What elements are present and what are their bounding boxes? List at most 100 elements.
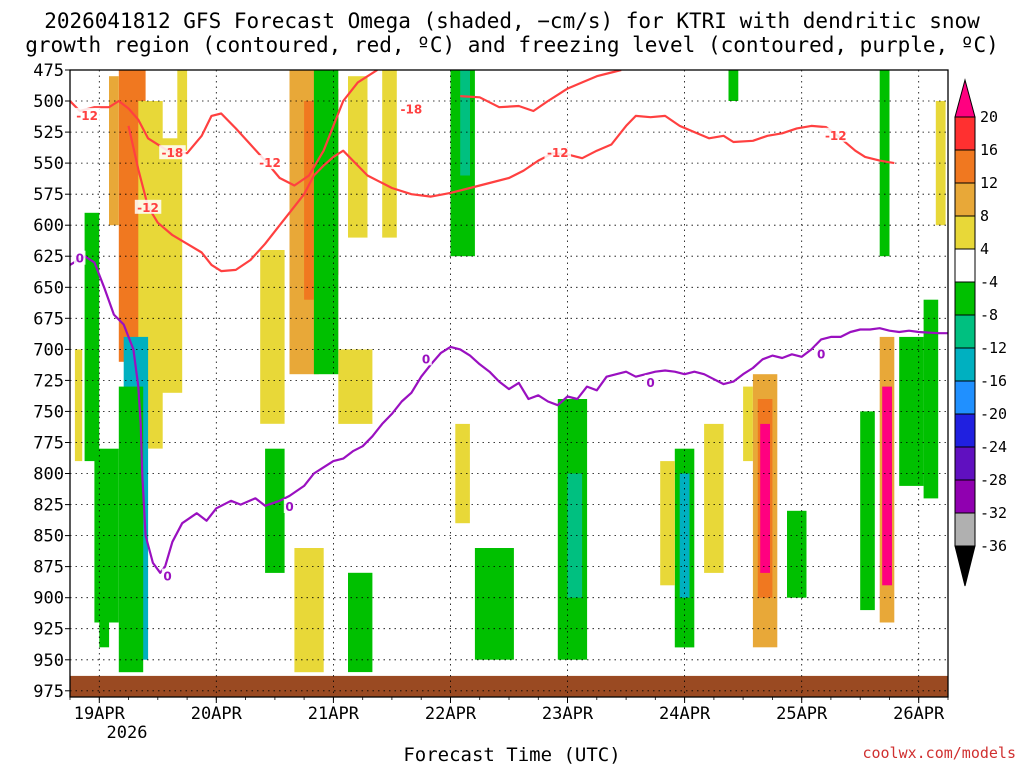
- colorbar-bottom-arrow: [954, 545, 976, 587]
- contour-label-text: -18: [401, 103, 423, 117]
- colorbar-tick-4: 4: [980, 240, 989, 258]
- y-axis: 475 500 525 550 575 600 625 650 675 700 725 750 775 8…: [33, 61, 70, 702]
- colorbar-tick-13: -36: [980, 537, 1007, 555]
- colorbar-band-2: [954, 149, 976, 184]
- contour-label-text: 0: [646, 376, 654, 390]
- colorbar-tick-8: -16: [980, 372, 1007, 390]
- contour-label-bg: [283, 499, 296, 513]
- colorbar-band-8: [954, 347, 976, 382]
- y-tick-label-650: 650: [33, 278, 64, 298]
- ground-surface: [70, 675, 948, 697]
- omega-cell-18: [260, 250, 285, 424]
- y-tick-label-925: 925: [33, 620, 64, 640]
- x-tick-label-22APR: 22APR: [425, 704, 477, 724]
- y-tick-label-725: 725: [33, 371, 64, 391]
- omega-shading-layer: [74, 70, 946, 673]
- x-tick-label-21APR: 21APR: [308, 704, 360, 724]
- x-tick-label-19APR: 19APR: [74, 704, 126, 724]
- contour-layer: [70, 70, 948, 574]
- y-tick-label-875: 875: [33, 558, 64, 578]
- omega-cell-24: [382, 70, 397, 238]
- colorbar-band-7: [954, 314, 976, 349]
- contour-label-4: -18: [398, 101, 425, 117]
- contour-label-text: -12: [259, 156, 281, 170]
- contour-label-12: 0: [815, 346, 827, 361]
- x-tick-label-25APR: 25APR: [776, 704, 828, 724]
- contour-label-text: -12: [825, 129, 847, 143]
- contour-label-9: 0: [283, 499, 296, 514]
- omega-cell-20: [313, 70, 339, 375]
- y-tick-label-950: 950: [33, 651, 64, 671]
- colorbar-tick-5: -4: [980, 273, 998, 291]
- contour-label-bg: [73, 107, 101, 122]
- colorbar-tick-1: 16: [980, 141, 998, 159]
- colorbar-tick-6: -8: [980, 306, 998, 324]
- y-tick-label-750: 750: [33, 402, 64, 422]
- chart-subtitle: growth region (contoured, red, ºC) and f…: [25, 33, 999, 57]
- omega-cell-8: [118, 386, 144, 673]
- omega-cell-9: [84, 212, 100, 462]
- colorbar-tick-2: 12: [980, 174, 998, 192]
- x-tick-label-23APR: 23APR: [542, 704, 594, 724]
- contour-label-bg: [74, 250, 86, 265]
- x-tick-label-20APR: 20APR: [191, 704, 243, 724]
- contour-label-3: -12: [256, 155, 284, 170]
- omega-cell-22: [294, 548, 324, 673]
- contour-label-bg: [256, 155, 284, 170]
- omega-cell-42: [860, 411, 875, 611]
- contour-label-bg: [159, 145, 186, 160]
- contour-label-text: 0: [76, 252, 84, 266]
- omega-cell-32: [679, 473, 690, 598]
- grid-layer: [70, 70, 948, 697]
- omega-cell-2: [109, 76, 119, 226]
- contour-label-7: 0: [74, 250, 86, 266]
- colorbar: 20 16 12 8 4 -4 -8 -12 -16 -20 -24 -28 -32 -36: [954, 78, 1007, 587]
- contour-label-bg: [420, 351, 432, 366]
- omega-cell-47: [935, 101, 946, 226]
- y-tick-label-575: 575: [33, 185, 64, 205]
- contour-label-text: -12: [547, 146, 569, 160]
- contour-label-text: -18: [162, 146, 184, 160]
- y-tick-label-525: 525: [33, 123, 64, 143]
- contour-label-8: 0: [161, 568, 174, 584]
- contour-label-text: 0: [163, 570, 171, 584]
- colorbar-tick-12: -32: [980, 504, 1007, 522]
- omega-cell-39: [787, 510, 807, 598]
- y-tick-label-600: 600: [33, 216, 64, 236]
- contour-label-bg: [161, 568, 174, 583]
- colorbar-top-arrow: [954, 78, 976, 118]
- colorbar-band-9: [954, 380, 976, 415]
- y-tick-label-675: 675: [33, 309, 64, 329]
- omega-cell-26: [460, 70, 470, 176]
- contour-label-6: -12: [822, 127, 850, 143]
- omega-cell-28: [474, 548, 514, 660]
- contour-line-0: [70, 70, 378, 187]
- colorbar-tick-0: 20: [980, 108, 998, 126]
- contour-label-text: 0: [817, 347, 825, 361]
- x-tick-label-26APR: 26APR: [893, 704, 945, 724]
- colorbar-tick-9: -20: [980, 405, 1007, 423]
- omega-cell-38: [760, 423, 770, 573]
- contour-label-bg: [134, 199, 162, 214]
- y-tick-label-800: 800: [33, 465, 64, 485]
- colorbar-band-4: [954, 215, 976, 250]
- contour-label-bg: [644, 374, 657, 389]
- x-tick-label-24APR: 24APR: [659, 704, 711, 724]
- omega-cell-23: [348, 572, 373, 673]
- omega-cell-5: [177, 70, 188, 151]
- colorbar-band-3: [954, 182, 976, 217]
- x-axis-label: Forecast Time (UTC): [403, 744, 621, 766]
- contour-label-5: -12: [544, 145, 571, 160]
- contour-label-text: -12: [137, 201, 159, 215]
- x-year-label: 2026: [107, 723, 148, 743]
- y-tick-label-825: 825: [33, 496, 64, 516]
- omega-cell-33: [660, 461, 675, 586]
- contour-label-bg: [822, 127, 850, 142]
- omega-cell-30: [567, 473, 583, 598]
- omega-cell-34: [704, 423, 724, 573]
- colorbar-band-13: [954, 512, 976, 547]
- omega-cell-44: [882, 386, 892, 586]
- contour-label-bg: [544, 145, 571, 160]
